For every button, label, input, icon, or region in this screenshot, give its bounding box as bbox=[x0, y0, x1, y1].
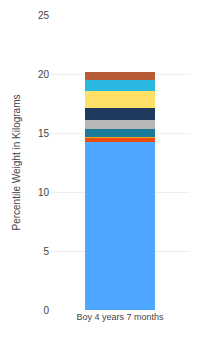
svg-text:0: 0 bbox=[43, 305, 49, 316]
svg-text:5: 5 bbox=[43, 246, 49, 257]
svg-text:Percentile Weight in Kilograms: Percentile Weight in Kilograms bbox=[11, 95, 22, 231]
svg-text:10: 10 bbox=[38, 187, 50, 198]
svg-text:15: 15 bbox=[38, 128, 50, 139]
svg-text:20: 20 bbox=[38, 69, 50, 80]
svg-text:25: 25 bbox=[38, 10, 50, 21]
svg-text:Boy 4 years 7 months: Boy 4 years 7 months bbox=[76, 312, 164, 322]
